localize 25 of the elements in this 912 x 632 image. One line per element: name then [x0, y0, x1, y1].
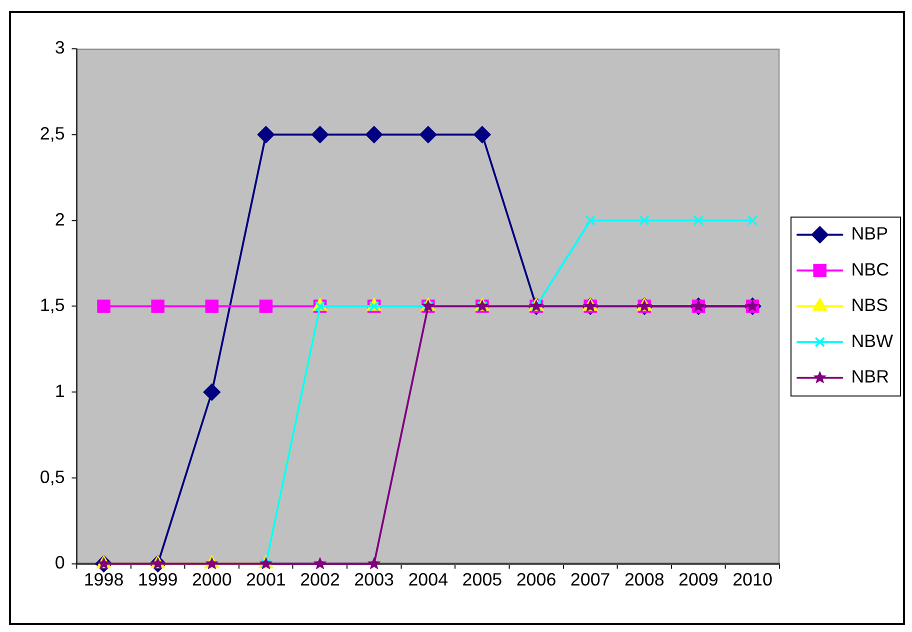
- legend-label: NBW: [851, 330, 894, 351]
- x-tick-label: 1999: [138, 569, 178, 590]
- x-tick-label: 2005: [462, 569, 502, 590]
- y-tick-label: 2,5: [40, 124, 65, 144]
- x-tick-label: 2009: [678, 569, 718, 590]
- legend-label: NBS: [851, 295, 888, 316]
- legend-label: NBR: [851, 366, 890, 387]
- x-tick-label: 2006: [516, 569, 556, 590]
- x-tick-label: 2003: [354, 569, 394, 590]
- x-tick-label: 2010: [732, 569, 772, 590]
- y-tick-label: 0,5: [40, 466, 65, 487]
- x-tick-label: 2000: [192, 569, 232, 590]
- y-tick-label: 1,5: [40, 295, 65, 316]
- x-tick-label: 2002: [300, 569, 340, 590]
- y-tick-label: 1: [54, 381, 65, 402]
- y-tick-label: 3: [54, 38, 65, 58]
- x-tick-label: 1998: [84, 569, 124, 590]
- legend-label: NBP: [851, 224, 888, 244]
- y-tick-label: 2: [54, 209, 65, 230]
- x-tick-label: 2007: [570, 569, 610, 590]
- legend-label: NBC: [851, 259, 890, 280]
- x-tick-label: 2001: [246, 569, 286, 590]
- y-tick-label: 0: [54, 552, 65, 573]
- x-tick-label: 2008: [624, 569, 664, 590]
- x-tick-label: 2004: [408, 569, 448, 590]
